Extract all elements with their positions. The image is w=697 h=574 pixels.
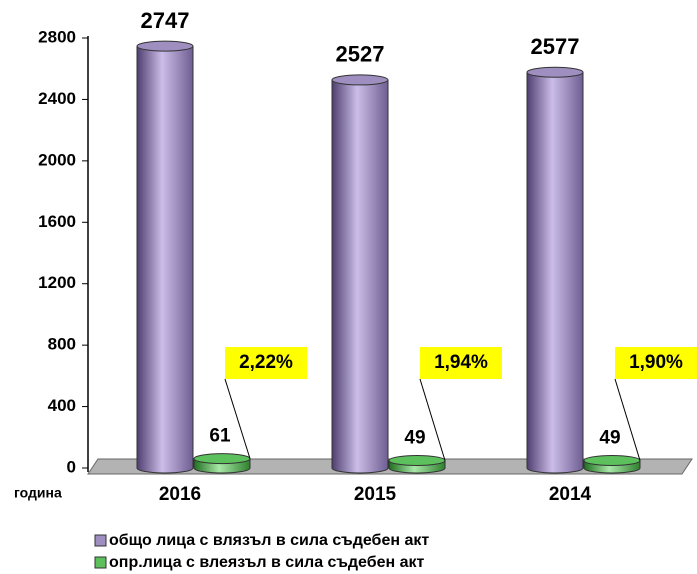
y-tick-label: 400 — [48, 396, 76, 415]
annotation: 1,94% — [434, 352, 488, 373]
x-axis-label: година — [14, 485, 62, 501]
x-tick-label: 2014 — [549, 484, 592, 505]
value-label: 2577 — [531, 34, 580, 59]
y-tick-label: 2800 — [38, 27, 76, 46]
y-tick-label: 800 — [48, 335, 76, 354]
legend-swatch — [94, 556, 107, 569]
callout-line — [224, 378, 251, 459]
annotation-box — [615, 347, 697, 379]
bar-top — [193, 453, 251, 465]
y-tick-label: 2000 — [38, 150, 76, 169]
callout-line — [419, 378, 446, 461]
bar-top — [583, 454, 641, 466]
value-label: 49 — [599, 427, 620, 448]
y-tick-label: 2400 — [38, 89, 76, 108]
bar-top — [526, 66, 584, 78]
y-tick-label: 0 — [67, 457, 76, 476]
x-tick-label: 2016 — [159, 484, 201, 505]
annotation-box — [420, 347, 502, 379]
bar-top — [331, 74, 389, 86]
bar-top — [136, 40, 194, 52]
y-tick-label: 1200 — [38, 273, 76, 292]
legend-swatch — [94, 534, 107, 547]
bar — [527, 72, 583, 468]
bar — [332, 79, 388, 469]
value-label: 61 — [209, 426, 231, 447]
legend-label: опр.лица с влеязъл в сила съдебен акт — [109, 554, 425, 571]
x-tick-label: 2015 — [354, 484, 397, 505]
value-label: 2527 — [336, 42, 385, 67]
bar-top — [388, 454, 446, 466]
legend-label: общо лица с влязъл в сила съдебен акт — [109, 532, 429, 549]
annotation-box — [225, 347, 307, 379]
bar — [137, 46, 193, 469]
value-label: 2747 — [141, 8, 190, 33]
y-tick-label: 1600 — [38, 212, 76, 231]
annotation: 2,22% — [239, 352, 293, 373]
annotation: 1,90% — [629, 352, 683, 373]
value-label: 49 — [404, 427, 425, 448]
callout-line — [614, 378, 641, 461]
